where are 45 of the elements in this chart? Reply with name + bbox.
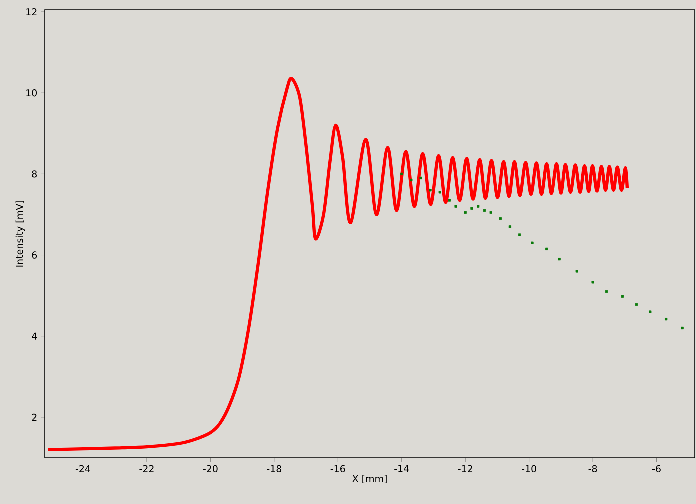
point [499,217,502,220]
point [621,295,624,298]
point [410,178,413,182]
point [438,191,442,194]
point [665,318,668,321]
point [400,172,404,176]
x-tick-label: -8 [588,465,598,473]
point [605,290,608,294]
point [470,207,474,210]
point [429,189,432,192]
point [483,209,486,212]
point [531,242,534,244]
point [477,205,480,208]
point [420,176,422,180]
x-tick-label: -20 [203,465,218,473]
y-tick-label: 6 [32,252,38,259]
x-tick-label: -14 [394,465,410,472]
y-tick-label: 4 [32,332,38,340]
point [546,248,548,250]
y-tick-label: 12 [26,8,37,16]
x-tick-label: -12 [458,465,472,472]
x-tick-label: -6 [652,465,661,473]
point [518,234,522,236]
point [558,258,561,261]
x-tick-label: -22 [140,465,154,472]
point [490,211,492,214]
y-tick-label: 8 [32,170,37,178]
point [681,326,684,330]
point [454,205,458,208]
x-axis-title: X [mm] [352,475,387,484]
x-tick-label: -10 [522,465,536,473]
y-tick-label: 10 [26,90,38,97]
y-tick-label: 2 [32,414,37,421]
line-series [46,77,630,452]
point [464,211,467,214]
x-tick-label: -16 [330,465,346,473]
point [635,303,638,306]
point [448,199,451,202]
y-axis-title: Intensity [mV] [16,201,26,267]
x-tick-label: -18 [267,465,282,473]
point [649,310,652,314]
point [592,281,594,284]
x-tick-label: -24 [76,465,90,472]
point [508,226,512,228]
point [576,270,578,273]
